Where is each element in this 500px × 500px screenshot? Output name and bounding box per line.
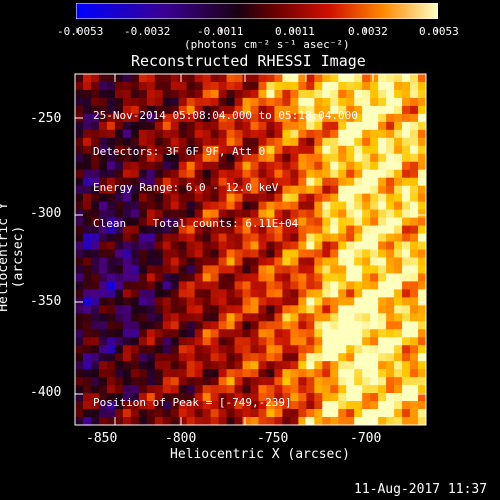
- colorbar-tick-label: -0.0053: [57, 25, 104, 38]
- y-tick-label: -300: [30, 206, 62, 221]
- y-axis-title: Heliocentric Y (arcsec): [0, 202, 26, 312]
- x-tick-label: -800: [165, 431, 197, 446]
- colorbar-tick-label: -0.0011: [197, 25, 244, 38]
- timestamp: 11-Aug-2017 11:37: [354, 482, 488, 497]
- colorbar-ticks: [76, 19, 438, 33]
- colorbar-unit-label: (photons cm⁻² s⁻¹ asec⁻²): [184, 38, 350, 51]
- colorbar-tick-label: -0.0032: [124, 25, 171, 38]
- y-tick-label: -350: [30, 294, 62, 309]
- plot-title: Reconstructed RHESSI Image: [131, 52, 366, 70]
- peak-position-text: Position of Peak = [-749,-239]: [93, 396, 292, 409]
- method-counts-text: Clean Total counts: 6.11E+04: [93, 217, 299, 230]
- x-tick-label: -850: [86, 431, 118, 446]
- y-tick-label: -250: [30, 111, 62, 126]
- energy-range-text: Energy Range: 6.0 - 12.0 keV: [93, 181, 279, 194]
- colorbar: [75, 2, 439, 20]
- colorbar-tick-label: 0.0053: [419, 25, 459, 38]
- y-tick-label: -400: [30, 385, 62, 400]
- detectors-text: Detectors: 3F 6F 9F, Att 0: [93, 145, 266, 158]
- x-tick-label: -700: [350, 431, 382, 446]
- colorbar-gradient: [75, 2, 439, 20]
- colorbar-tick-label: 0.0011: [275, 25, 315, 38]
- plot-frame: [74, 73, 427, 426]
- colorbar-tick-label: 0.0032: [348, 25, 388, 38]
- info-block: 25-Nov-2014 05:08:04.000 to 05:18:04.000…: [93, 86, 358, 242]
- x-tick-label: -750: [257, 431, 289, 446]
- time-range-text: 25-Nov-2014 05:08:04.000 to 05:18:04.000: [93, 109, 358, 122]
- x-axis-title: Heliocentric X (arcsec): [170, 447, 351, 462]
